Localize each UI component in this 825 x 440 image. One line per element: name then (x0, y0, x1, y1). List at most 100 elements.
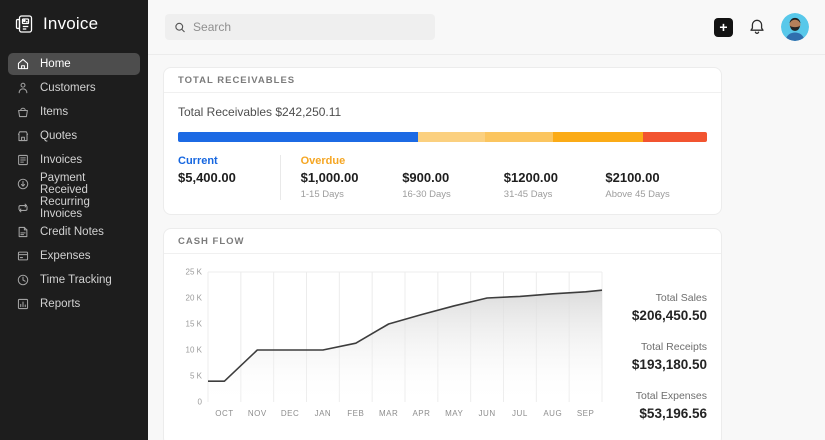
stat-label: Total Expenses (635, 390, 707, 402)
items-icon (16, 105, 30, 119)
receivables-bucket-current: Current $5,400.00 (178, 155, 281, 200)
cash-flow-title: CASH FLOW (164, 229, 721, 254)
svg-text:20 K: 20 K (186, 294, 203, 303)
plus-icon: + (719, 19, 728, 35)
sidebar-item-reports[interactable]: Reports (8, 293, 140, 315)
svg-text:MAY: MAY (445, 409, 463, 418)
bucket-amount: $5,400.00 (178, 170, 236, 185)
topbar-actions: + (714, 13, 809, 41)
svg-text:10 K: 10 K (186, 346, 203, 355)
search-box[interactable] (165, 14, 435, 40)
cash-flow-chart-wrap: 25 K 20 K 15 K 10 K 5 K 0 OCT NOV DEC JAN FEB MAR AP… (178, 264, 605, 439)
sidebar-item-label: Items (40, 106, 69, 118)
sidebar-item-home[interactable]: Home (8, 53, 140, 75)
svg-text:DEC: DEC (281, 409, 299, 418)
svg-text:JUL: JUL (512, 409, 528, 418)
search-input[interactable] (193, 20, 426, 34)
sidebar-item-quotes[interactable]: Quotes (8, 125, 140, 147)
sidebar-item-recurring-invoices[interactable]: Recurring Invoices (8, 196, 140, 220)
sidebar-item-label: Expenses (40, 250, 91, 262)
stat-value: $193,180.50 (631, 357, 707, 372)
dashboard-content: TOTAL RECEIVABLES Total Receivables $242… (148, 55, 723, 440)
quotes-icon (16, 129, 30, 143)
receivables-bucket-above-45-days: $2100.00 Above 45 Days (605, 155, 707, 200)
receivables-bucket-16-30-days: $900.00 16-30 Days (402, 155, 504, 200)
bucket-age-range: Above 45 Days (605, 189, 670, 200)
bucket-label: Overdue (300, 155, 346, 167)
svg-text:SEP: SEP (577, 409, 595, 418)
svg-text:15 K: 15 K (186, 320, 203, 329)
sidebar-item-payment-received[interactable]: Payment Received (8, 172, 140, 196)
receivables-bucket-overdue: Overdue $1,000.00 1-15 Days (301, 155, 403, 200)
bucket-age-range: 31-45 Days (503, 189, 553, 200)
topbar: + (148, 0, 825, 55)
sidebar-item-label: Invoices (40, 154, 83, 166)
svg-text:AUG: AUG (543, 409, 562, 418)
sidebar-item-items[interactable]: Items (8, 101, 140, 123)
svg-text:MAR: MAR (379, 409, 398, 418)
stat-value: $206,450.50 (631, 308, 707, 323)
receivables-bar-segment-overdue-1-15 (417, 132, 486, 142)
sidebar-item-label: Quotes (40, 130, 78, 142)
receivables-bucket-31-45-days: $1200.00 31-45 Days (504, 155, 606, 200)
svg-text:NOV: NOV (248, 409, 267, 418)
cash-flow-stat-total-expenses: Total Expenses $53,196.56 (605, 390, 707, 421)
stat-label: Total Receipts (641, 341, 707, 353)
sidebar: Invoice Home Customers Items Quotes Invoices… (0, 0, 148, 440)
notifications-button[interactable] (748, 18, 766, 36)
app-title: Invoice (43, 14, 99, 33)
svg-text:OCT: OCT (215, 409, 233, 418)
bucket-label (504, 155, 606, 170)
time-tracking-icon (16, 273, 30, 287)
app-logo[interactable]: Invoice (0, 0, 148, 49)
sidebar-item-customers[interactable]: Customers (8, 77, 140, 99)
sidebar-item-label: Time Tracking (40, 274, 112, 286)
stat-value: $53,196.56 (639, 406, 707, 421)
bucket-age-range: 16-30 Days (402, 189, 451, 200)
bell-icon (750, 19, 764, 34)
bucket-age-range (178, 189, 280, 200)
sidebar-item-label: Customers (40, 82, 96, 94)
sidebar-item-time-tracking[interactable]: Time Tracking (8, 269, 140, 291)
cash-flow-stats: Total Sales $206,450.50 Total Receipts $193… (605, 264, 707, 439)
bucket-label (605, 155, 707, 170)
bucket-amount: $900.00 (402, 170, 450, 185)
receivables-bar-segment-overdue-above-45 (643, 132, 707, 142)
svg-text:JAN: JAN (315, 409, 332, 418)
invoices-icon (16, 153, 30, 167)
reports-icon (16, 297, 30, 311)
sidebar-item-credit-notes[interactable]: Credit Notes (8, 221, 140, 243)
sidebar-item-invoices[interactable]: Invoices (8, 149, 140, 171)
credit-notes-icon (16, 225, 30, 239)
home-icon (16, 57, 30, 71)
quick-add-button[interactable]: + (714, 17, 733, 37)
svg-text:JUN: JUN (479, 409, 496, 418)
user-avatar[interactable] (781, 13, 809, 41)
total-receivables-card: TOTAL RECEIVABLES Total Receivables $242… (163, 67, 722, 215)
bucket-age-range: 1-15 Days (300, 189, 344, 200)
cash-flow-card: CASH FLOW 25 K 20 K 15 K 10 K 5 K 0 OCT NOV DEC J… (163, 228, 722, 440)
receivables-buckets: Current $5,400.00 Overdue $1,000.00 1-15 Day… (178, 155, 707, 200)
search-icon (175, 22, 185, 32)
stat-label: Total Sales (655, 292, 707, 304)
invoice-logo-icon (15, 15, 33, 33)
expenses-icon (16, 249, 30, 263)
total-receivables-body: Total Receivables $242,250.11 Current $5,… (164, 93, 721, 214)
sidebar-item-label: Credit Notes (40, 226, 104, 238)
sidebar-item-label: Payment Received (40, 172, 88, 196)
receivables-bar-segment-overdue-16-30 (485, 132, 553, 142)
bucket-amount: $1,000.00 (300, 170, 359, 185)
cash-flow-body: 25 K 20 K 15 K 10 K 5 K 0 OCT NOV DEC JAN FEB MAR AP… (164, 254, 721, 440)
total-receivables-title: TOTAL RECEIVABLES (164, 68, 721, 93)
customers-icon (16, 81, 30, 95)
main-area: + (148, 0, 825, 440)
svg-text:0: 0 (198, 398, 203, 407)
svg-text:FEB: FEB (347, 409, 364, 418)
svg-text:5 K: 5 K (190, 372, 203, 381)
sidebar-item-label: Reports (40, 298, 81, 310)
sidebar-item-label: Recurring Invoices (40, 196, 90, 220)
bucket-amount: $2100.00 (605, 170, 660, 185)
sidebar-item-expenses[interactable]: Expenses (8, 245, 140, 267)
cash-flow-chart: 25 K 20 K 15 K 10 K 5 K 0 OCT NOV DEC JAN FEB MAR AP… (186, 268, 603, 418)
